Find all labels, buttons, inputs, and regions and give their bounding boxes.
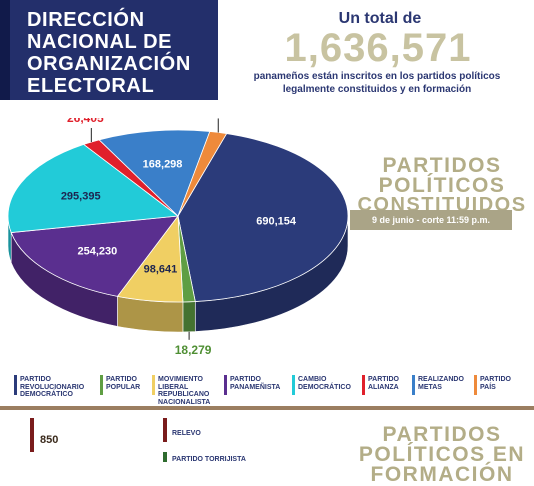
title-line-2: NACIONAL DE xyxy=(27,31,173,53)
legend-label: PARTIDO POPULAR xyxy=(106,376,178,391)
formation-legend-relevo: RELEVO xyxy=(172,430,201,437)
legend-swatch xyxy=(292,375,295,395)
legend-label-line: PARTIDO xyxy=(106,376,137,383)
pie-labels: 690,154 18,279 98,641 254,230 295,395 26,405 1… xyxy=(61,118,297,357)
legend-label-line: REVOLUCIONARIO xyxy=(20,383,85,391)
title-accent-bar xyxy=(0,0,10,100)
legend-label-line: PARTIDO xyxy=(368,376,399,383)
legend-label: PARTIDO REVOLUCIONARIO DEMOCRÁTICO xyxy=(20,376,92,399)
legend-label-line: CAMBIO xyxy=(298,376,327,383)
total-description-line-1: panameños están inscritos en los partido… xyxy=(253,71,501,82)
pie-slice xyxy=(177,133,349,302)
legend-label-line: LIBERAL xyxy=(158,383,189,391)
legend-label-line: ALIANZA xyxy=(368,383,399,391)
legend-label-line: PARTIDO xyxy=(480,376,511,383)
title-line-4: ELECTORAL xyxy=(27,75,155,97)
pie-slice xyxy=(7,143,180,233)
legend-label-line: DEMOCRÁTICO xyxy=(298,383,351,391)
date-badge: 9 de junio - corte 11:59 p.m. xyxy=(350,210,512,230)
legend-label-line: PARTIDO xyxy=(230,376,261,383)
title-line-3: ORGANIZACIÓN xyxy=(27,53,191,75)
legend-label: PARTIDO PAÍS xyxy=(480,376,530,391)
formation-title-line-2: POLÍTICOS EN xyxy=(358,443,526,466)
pie-slice xyxy=(98,129,211,217)
total-value: 1,636,571 xyxy=(284,26,472,70)
legend-label-line: REALIZANDO xyxy=(418,376,464,383)
formation-legend-torrijista: PARTIDO TORRIJISTA xyxy=(172,456,246,463)
pie-value-label: 98,641 xyxy=(144,264,178,276)
section-title-line-2: POLÍTICOS xyxy=(378,174,506,197)
formation-legend-swatch-torrijista xyxy=(163,452,167,462)
legend-label-line: PANAMEÑISTA xyxy=(230,383,281,391)
legend-swatch xyxy=(474,375,477,395)
formation-title-line-3: FORMACIÓN xyxy=(370,463,514,486)
formation-legend-swatch-relevo xyxy=(163,418,167,442)
legend-label-line: METAS xyxy=(418,383,442,391)
legend-label-line: MOVIMIENTO xyxy=(158,376,203,383)
formation-value: 850 xyxy=(40,434,59,446)
formation-bar xyxy=(30,418,34,452)
legend-swatch xyxy=(100,375,103,395)
section-divider xyxy=(0,406,534,410)
legend-label-line: PARTIDO xyxy=(20,376,51,383)
pie-value-label: 295,395 xyxy=(61,190,101,202)
pie-chart: 690,154 18,279 98,641 254,230 295,395 26,405 1… xyxy=(7,118,349,357)
legend-label: REALIZANDO METAS xyxy=(418,376,490,391)
legend-swatch xyxy=(362,375,365,395)
pie-value-label: 26,405 xyxy=(67,118,104,125)
pie-value-label: 254,230 xyxy=(78,245,118,257)
total-description-line-2: legalmente constituidos y en formación xyxy=(282,84,472,95)
legend-swatch xyxy=(412,375,415,395)
pie-top xyxy=(7,129,349,303)
pie-slice xyxy=(10,215,179,297)
legend-swatch xyxy=(152,375,155,395)
legend-label: MOVIMIENTO LIBERAL REPUBLICANO NACIONALI… xyxy=(158,376,230,406)
pie-callouts xyxy=(90,118,219,340)
total-description: panameños están inscritos en los partido… xyxy=(218,70,534,96)
pie-value-label: 168,298 xyxy=(143,158,183,170)
title-line-1: DIRECCIÓN xyxy=(27,9,145,31)
title-box: DIRECCIÓN NACIONAL DE ORGANIZACIÓN ELECT… xyxy=(0,0,218,100)
legend-label-line: PAÍS xyxy=(480,383,496,391)
legend-label-line: DEMOCRÁTICO xyxy=(20,391,73,398)
legend-swatch xyxy=(14,375,17,395)
pie-slice-side xyxy=(182,301,196,333)
legend-label: CAMBIO DEMOCRÁTICO xyxy=(298,376,370,391)
total-label: Un total de xyxy=(338,10,422,27)
formation-title-line-1: PARTIDOS xyxy=(382,423,502,446)
legend-label: PARTIDO ALIANZA xyxy=(368,376,440,391)
legend-swatch xyxy=(224,375,227,395)
legend-label-line: REPUBLICANO xyxy=(158,391,210,398)
legend-label-line: POPULAR xyxy=(106,383,141,391)
pie-value-label: 690,154 xyxy=(256,216,297,228)
pie-value-label: 18,279 xyxy=(175,343,212,357)
section-title-line-1: PARTIDOS xyxy=(382,154,502,177)
legend-label: PARTIDO PANAMEÑISTA xyxy=(230,376,302,391)
legend-label-line: NACIONALISTA xyxy=(158,398,211,406)
